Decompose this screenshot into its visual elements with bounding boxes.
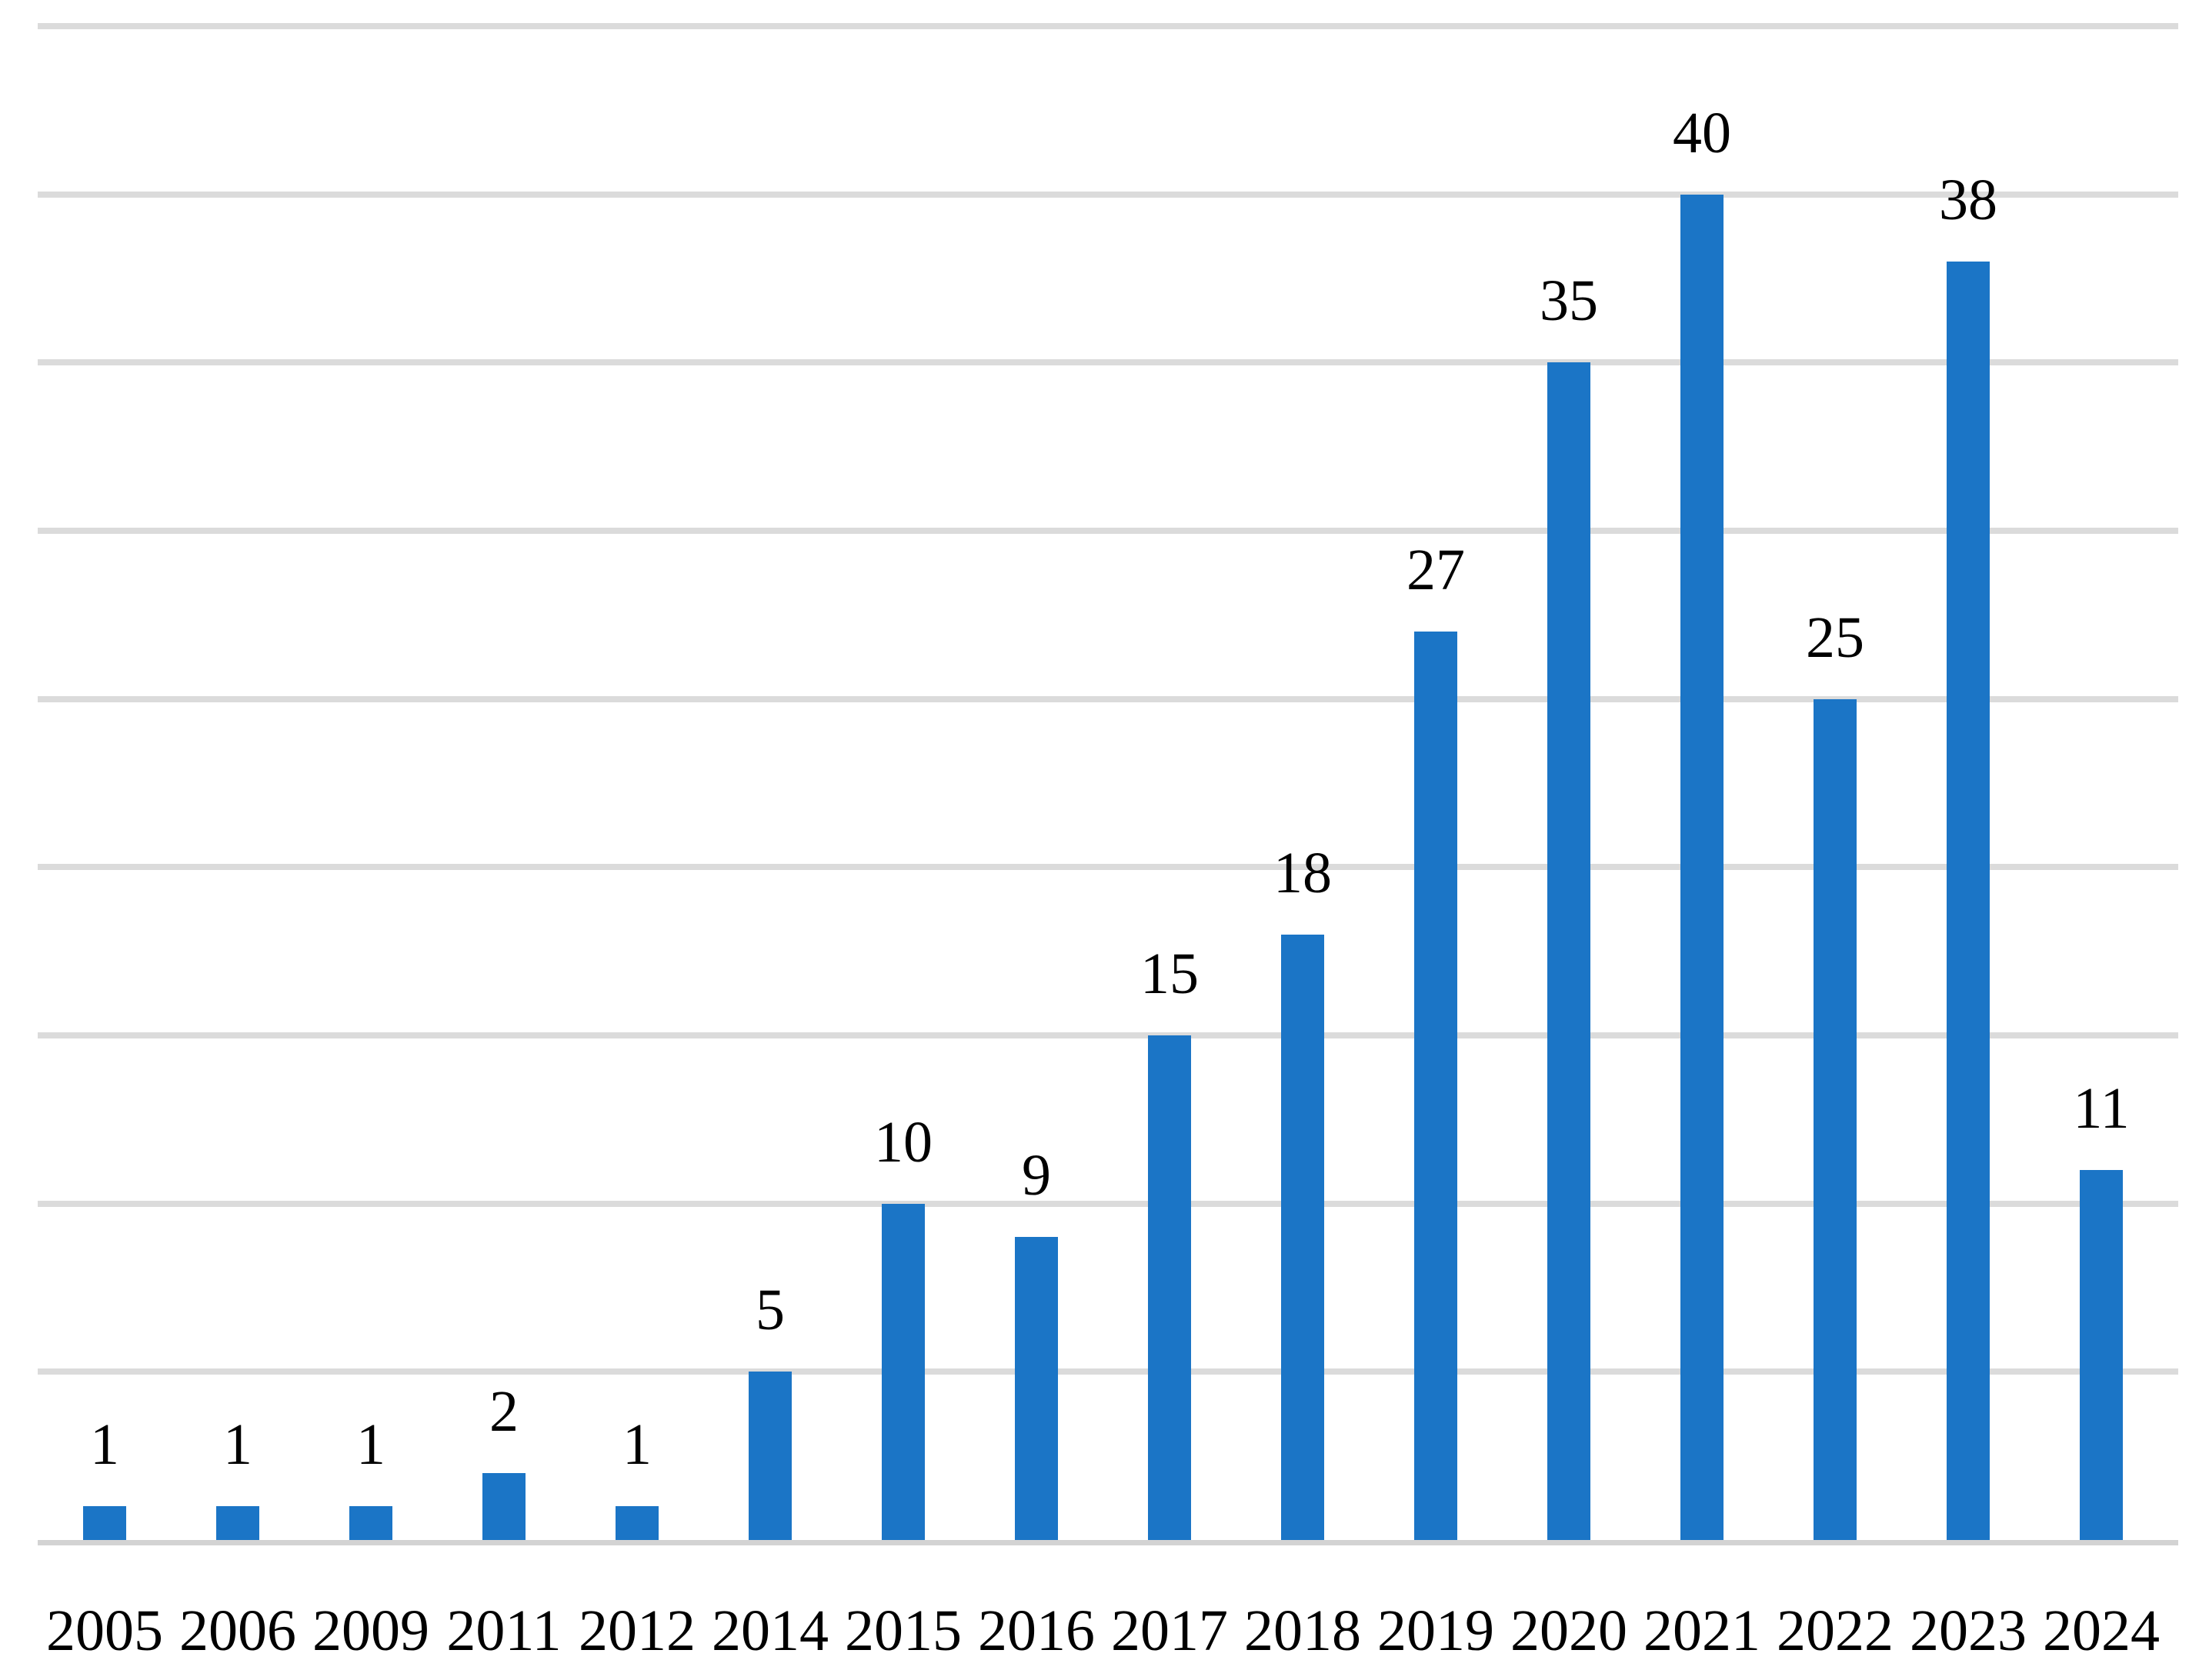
x-axis-tick-label-2014: 2014 [712,1598,829,1663]
bar-2005 [83,1506,126,1540]
bar-value-label-2006: 1 [223,1412,252,1477]
bar-2024 [2080,1170,2123,1540]
x-axis-tick-label-2016: 2016 [978,1598,1095,1663]
bar-2016 [1015,1237,1058,1540]
gridline-y-5 [38,1368,2178,1375]
bar-value-label-2016: 9 [1022,1143,1051,1208]
bar-2011 [482,1473,526,1540]
gridline-y-35 [38,359,2178,366]
gridline-y-25 [38,695,2178,702]
bar-2017 [1148,1035,1191,1540]
gridline-y-45 [38,23,2178,30]
x-axis-tick-label-2024: 2024 [2043,1598,2160,1663]
bar-2021 [1680,195,1724,1540]
bar-2019 [1414,632,1457,1540]
x-axis-tick-label-2017: 2017 [1111,1598,1228,1663]
bar-value-label-2017: 15 [1140,942,1199,1006]
bar-2015 [882,1204,925,1540]
bar-value-label-2018: 18 [1273,841,1332,905]
bar-value-label-2020: 35 [1540,268,1598,333]
x-axis-tick-label-2020: 2020 [1510,1598,1627,1663]
x-axis-tick-label-2005: 2005 [46,1598,163,1663]
bar-value-label-2019: 27 [1406,538,1465,602]
bar-2012 [616,1506,659,1540]
bar-value-label-2023: 38 [1939,168,1997,232]
x-axis-tick-label-2019: 2019 [1377,1598,1494,1663]
x-axis-tick-label-2009: 2009 [312,1598,429,1663]
gridline-y-15 [38,1032,2178,1039]
x-axis-line [38,1540,2178,1545]
bar-value-label-2024: 11 [2073,1076,2130,1141]
gridline-y-10 [38,1200,2178,1207]
x-axis-tick-label-2022: 2022 [1777,1598,1894,1663]
bar-2023 [1947,262,1990,1540]
bar-value-label-2009: 1 [356,1412,385,1477]
bar-value-label-2005: 1 [90,1412,119,1477]
x-axis-tick-label-2018: 2018 [1244,1598,1361,1663]
bar-2018 [1281,935,1324,1540]
x-axis-tick-label-2006: 2006 [179,1598,296,1663]
x-axis-tick-label-2021: 2021 [1643,1598,1760,1663]
bar-2020 [1547,362,1590,1540]
bar-2022 [1814,699,1857,1540]
x-axis-tick-label-2023: 2023 [1910,1598,2027,1663]
bar-value-label-2011: 2 [489,1379,519,1444]
bar-2014 [749,1372,792,1540]
bar-2006 [216,1506,259,1540]
x-axis-tick-label-2012: 2012 [579,1598,696,1663]
bar-value-label-2012: 1 [622,1412,652,1477]
x-axis-tick-label-2011: 2011 [446,1598,562,1663]
bar-value-label-2022: 25 [1806,605,1864,670]
bar-2009 [349,1506,392,1540]
x-axis-tick-label-2015: 2015 [845,1598,962,1663]
gridline-y-30 [38,528,2178,535]
bar-value-label-2014: 5 [756,1278,785,1342]
gridline-y-40 [38,191,2178,198]
gridline-y-20 [38,864,2178,871]
bar-value-label-2015: 10 [874,1110,933,1175]
bar-value-label-2021: 40 [1673,101,1731,165]
